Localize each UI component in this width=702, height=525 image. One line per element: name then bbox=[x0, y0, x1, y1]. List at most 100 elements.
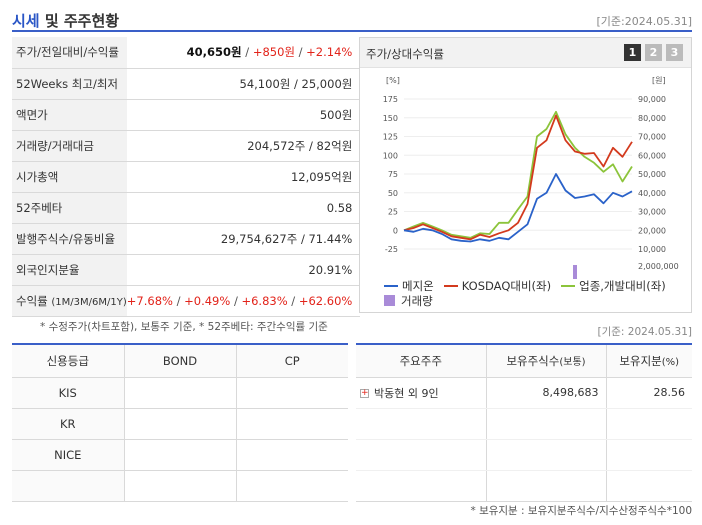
legend-item-volume: 거래량 bbox=[384, 293, 433, 309]
section-title: 시세 및 주주현황 bbox=[12, 10, 119, 31]
major-shareholder-table: 주요주주 보유주식수(보통) 보유지분(%) + 박동현 외 9인 8,498,6… bbox=[356, 345, 692, 502]
left-tick-label: 0 bbox=[393, 226, 398, 235]
table-row: + 박동현 외 9인 8,498,683 28.56 bbox=[356, 377, 692, 409]
left-tick-label: -25 bbox=[385, 245, 398, 254]
section-title-main: 시세 bbox=[12, 12, 40, 30]
legend-row: 거래량 bbox=[384, 293, 684, 308]
right-tick-label: 90,000 bbox=[638, 95, 666, 104]
holder-header: 보유주식수(보통) bbox=[486, 345, 607, 378]
right-tick-label: 30,000 bbox=[638, 208, 666, 217]
right-tick-label: 80,000 bbox=[638, 114, 666, 123]
legend-swatch bbox=[443, 284, 458, 287]
chart-tab-2[interactable]: 2 bbox=[645, 44, 662, 61]
holder-shares: 8,498,683 bbox=[486, 377, 607, 409]
quote-value: 204,572주 / 82억원 bbox=[126, 130, 361, 162]
table-row bbox=[356, 439, 692, 471]
credit-cp bbox=[236, 408, 348, 440]
right-tick-label: 70,000 bbox=[638, 133, 666, 142]
quote-row-foreign: 외국인지분율 20.91% bbox=[12, 254, 361, 286]
current-price: 40,650원 bbox=[186, 45, 242, 60]
section-title-rest: 및 주주현황 bbox=[39, 12, 120, 30]
quote-row-52w: 52Weeks 최고/최저 54,100원 / 25,000원 bbox=[12, 68, 361, 100]
table-row bbox=[356, 408, 692, 440]
right-tick-label: 50,000 bbox=[638, 170, 666, 179]
holder-name-cell: + 박동현 외 9인 bbox=[356, 377, 487, 409]
price-change: +850원 bbox=[252, 45, 295, 60]
quote-value: 0.58 bbox=[126, 192, 361, 224]
price-chart-panel: 주가/상대수익률 1 2 3 [%] [원] 175 90,000 150 80,000 1… bbox=[359, 37, 692, 313]
return-6m: +6.83% bbox=[241, 293, 288, 308]
holder-pct: 28.56 bbox=[606, 377, 692, 409]
left-tick-label: 50 bbox=[388, 189, 398, 198]
holder-header-label: 보유지분 bbox=[619, 353, 662, 368]
holder-header-sub: (보통) bbox=[559, 356, 586, 368]
quote-footnote: * 수정주가(차트포함), 보통주 기준, * 52주베타: 주간수익률 기준 bbox=[40, 321, 328, 333]
expand-plus-icon[interactable]: + bbox=[360, 388, 369, 398]
volume-tick-label: 2,000,000 bbox=[638, 262, 679, 271]
table-row: KR bbox=[12, 408, 348, 440]
chart-tab-1[interactable]: 1 bbox=[624, 44, 641, 61]
series-line bbox=[403, 110, 633, 239]
quote-row-price: 주가/전일대비/수익률 40,650원 / +850원 / +2.14% bbox=[12, 37, 361, 69]
holder-header-label: 보유주식수 bbox=[506, 353, 560, 368]
credit-agency: KIS bbox=[12, 377, 125, 409]
chart-tab-3[interactable]: 3 bbox=[666, 44, 683, 61]
quote-row-par: 액면가 500원 bbox=[12, 99, 361, 131]
right-tick-label: 10,000 bbox=[638, 245, 666, 254]
quote-label: 52주베타 bbox=[12, 192, 127, 224]
left-tick-label: 175 bbox=[383, 95, 398, 104]
quote-table: 주가/전일대비/수익률 40,650원 / +850원 / +2.14% 52W… bbox=[12, 37, 361, 317]
chart-title: 주가/상대수익률 bbox=[366, 47, 444, 61]
series-line bbox=[403, 114, 633, 241]
holder-shares bbox=[486, 470, 607, 502]
quote-label: 주가/전일대비/수익률 bbox=[12, 37, 127, 69]
holder-name[interactable]: 박동현 외 9인 bbox=[374, 386, 439, 400]
legend-item-sector: 업종,개발대비(좌) bbox=[561, 278, 666, 294]
credit-header: BOND bbox=[124, 345, 237, 378]
right-tick-label: 40,000 bbox=[638, 189, 666, 198]
quote-value: 12,095억원 bbox=[126, 161, 361, 193]
right-axis-unit: [원] bbox=[652, 76, 666, 85]
quote-row-shares: 발행주식수/유동비율 29,754,627주 / 71.44% bbox=[12, 223, 361, 255]
holder-footnote: * 보유지분 : 보유지분주식수/지수산정주식수*100 bbox=[470, 505, 692, 517]
holder-shares bbox=[486, 408, 607, 440]
quote-row-mcap: 시가총액 12,095억원 bbox=[12, 161, 361, 193]
quote-row-return: 수익률 (1M/3M/6M/1Y) +7.68% / +0.49% / +6.8… bbox=[12, 285, 361, 317]
section-header: 시세 및 주주현황 [기준:2024.05.31] bbox=[12, 10, 692, 32]
quote-label: 발행주식수/유동비율 bbox=[12, 223, 127, 255]
left-tick-label: 150 bbox=[383, 114, 398, 123]
quote-value: 20.91% bbox=[126, 254, 361, 286]
quote-label: 거래량/거래대금 bbox=[12, 130, 127, 162]
table-row bbox=[12, 470, 348, 502]
credit-header: CP bbox=[236, 345, 348, 378]
credit-bond bbox=[124, 439, 237, 471]
right-tick-label: 20,000 bbox=[638, 226, 666, 235]
holder-header: 보유지분(%) bbox=[606, 345, 692, 378]
left-tick-label: 25 bbox=[388, 208, 398, 217]
table-row bbox=[356, 470, 692, 502]
quote-value: 29,754,627주 / 71.44% bbox=[126, 223, 361, 255]
quote-label: 시가총액 bbox=[12, 161, 127, 193]
volume-bar bbox=[573, 265, 577, 279]
series-line bbox=[403, 173, 633, 243]
holder-name bbox=[356, 439, 487, 471]
price-chart: [%] [원] 175 90,000 150 80,000 125 70,000 100 60,0… bbox=[383, 76, 679, 279]
legend-label: 메지온 bbox=[402, 278, 434, 293]
legend-label: KOSDAQ대비(좌) bbox=[461, 278, 552, 293]
holder-pct bbox=[606, 470, 692, 502]
holder-table-top-border bbox=[356, 343, 692, 345]
left-tick-label: 100 bbox=[383, 151, 398, 160]
credit-cp bbox=[236, 377, 348, 409]
credit-bond bbox=[124, 470, 237, 502]
holder-name bbox=[356, 408, 487, 440]
return-1m: +7.68% bbox=[126, 293, 173, 308]
credit-header-row: 신용등급 BOND CP bbox=[12, 345, 348, 378]
quote-label: 수익률 (1M/3M/6M/1Y) bbox=[12, 285, 127, 317]
quote-value: 40,650원 / +850원 / +2.14% bbox=[126, 37, 361, 69]
credit-table-top-border bbox=[12, 343, 348, 345]
quote-label: 외국인지분율 bbox=[12, 254, 127, 286]
credit-bond bbox=[124, 408, 237, 440]
quote-row-beta: 52주베타 0.58 bbox=[12, 192, 361, 224]
chart-header: 주가/상대수익률 1 2 3 bbox=[360, 38, 691, 68]
holder-base-date: [기준: 2024.05.31] bbox=[597, 326, 692, 338]
